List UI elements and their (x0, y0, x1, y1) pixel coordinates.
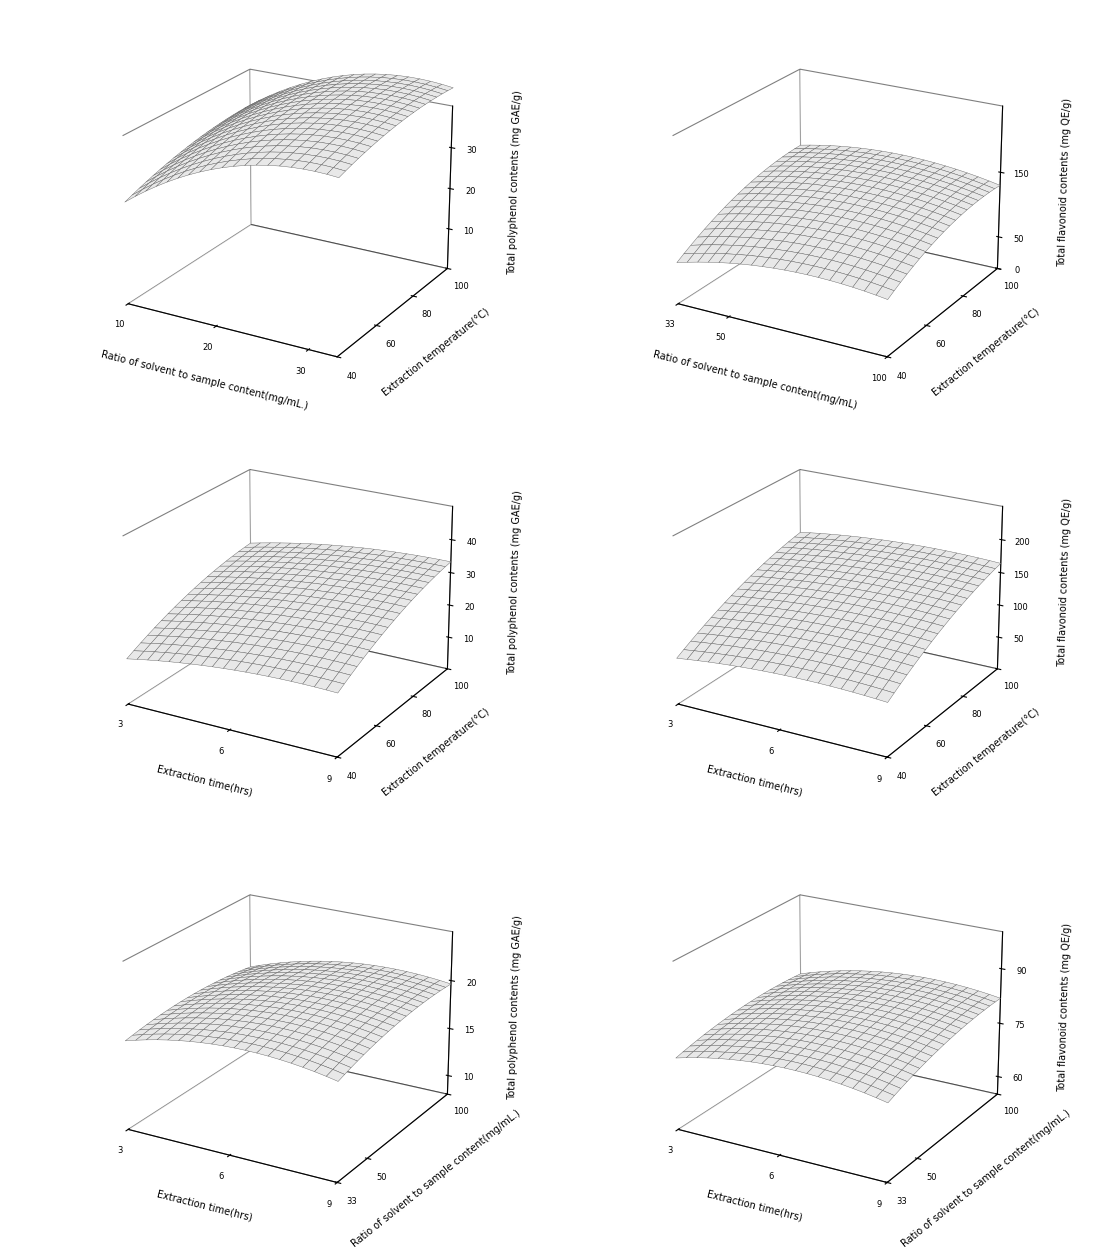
Y-axis label: Extraction temperature(°C): Extraction temperature(°C) (931, 707, 1042, 798)
X-axis label: Extraction time(hrs): Extraction time(hrs) (706, 764, 803, 798)
Y-axis label: Ratio of solvent to sample content(mg/mL.): Ratio of solvent to sample content(mg/mL… (350, 1107, 522, 1248)
X-axis label: Ratio of solvent to sample content(mg/mL.): Ratio of solvent to sample content(mg/mL… (100, 349, 309, 412)
X-axis label: Extraction time(hrs): Extraction time(hrs) (706, 1190, 803, 1223)
Y-axis label: Extraction temperature(°C): Extraction temperature(°C) (381, 306, 492, 398)
X-axis label: Extraction time(hrs): Extraction time(hrs) (156, 764, 253, 798)
Y-axis label: Extraction temperature(°C): Extraction temperature(°C) (381, 707, 492, 798)
X-axis label: Ratio of solvent to sample content(mg/mL): Ratio of solvent to sample content(mg/mL… (651, 350, 858, 412)
X-axis label: Extraction time(hrs): Extraction time(hrs) (156, 1190, 253, 1223)
Y-axis label: Extraction temperature(°C): Extraction temperature(°C) (931, 306, 1042, 398)
Y-axis label: Ratio of solvent to sample content(mg/mL.): Ratio of solvent to sample content(mg/mL… (900, 1107, 1072, 1248)
